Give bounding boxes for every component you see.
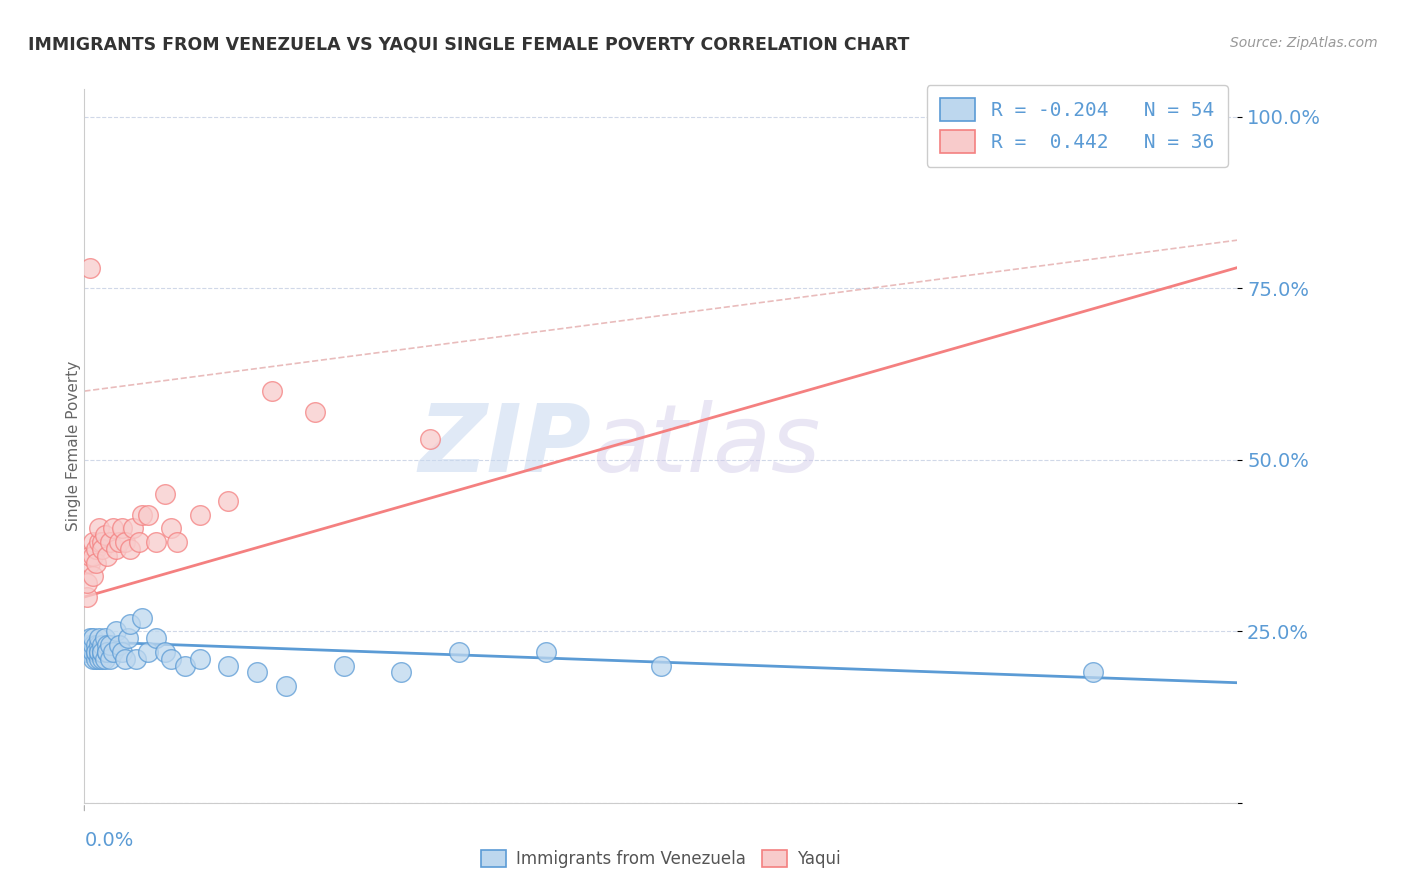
Point (79, 631, 101, 645)
Point (98, 638, 121, 652)
Point (98, 651, 121, 665)
Point (93, 651, 115, 665)
Point (93, 631, 115, 645)
Point (84, 638, 107, 652)
Point (276, 679, 298, 693)
Point (90, 535, 112, 549)
Point (160, 651, 183, 665)
Point (120, 541, 142, 556)
Point (82, 535, 104, 549)
Point (82, 631, 104, 645)
Point (84, 541, 107, 556)
Point (79, 556, 101, 570)
Point (82, 638, 104, 652)
Point (114, 535, 136, 549)
Point (117, 631, 139, 645)
Point (84, 556, 107, 570)
Point (188, 651, 211, 665)
Point (84, 651, 107, 665)
Point (260, 384, 283, 398)
Point (1083, 665, 1105, 680)
Point (136, 645, 159, 659)
Point (246, 665, 269, 680)
Point (96, 549, 118, 563)
Point (96, 645, 118, 659)
Point (114, 651, 136, 665)
Point (90, 645, 112, 659)
Point (153, 645, 176, 659)
Point (103, 521, 124, 535)
Text: IMMIGRANTS FROM VENEZUELA VS YAQUI SINGLE FEMALE POVERTY CORRELATION CHART: IMMIGRANTS FROM VENEZUELA VS YAQUI SINGL… (28, 36, 910, 54)
Text: Source: ZipAtlas.com: Source: ZipAtlas.com (1230, 36, 1378, 50)
Point (111, 521, 134, 535)
Text: atlas: atlas (592, 401, 820, 491)
Point (82, 651, 104, 665)
Point (122, 521, 145, 535)
Point (218, 494, 240, 508)
Point (105, 624, 128, 639)
Point (87, 645, 110, 659)
Point (218, 658, 240, 673)
Point (76, 576, 98, 591)
Y-axis label: Single Female Poverty: Single Female Poverty (66, 361, 80, 531)
Text: ZIP: ZIP (419, 400, 592, 492)
Point (145, 535, 167, 549)
Point (650, 658, 672, 673)
Point (76, 645, 98, 659)
Point (153, 487, 176, 501)
Point (108, 535, 131, 549)
Point (87, 651, 110, 665)
Point (128, 535, 150, 549)
Point (90, 651, 112, 665)
Point (188, 508, 211, 522)
Point (120, 617, 142, 632)
Point (174, 658, 197, 673)
Point (82, 645, 104, 659)
Point (82, 569, 104, 583)
Point (79, 638, 101, 652)
Point (87, 535, 110, 549)
Point (87, 521, 110, 535)
Point (76, 638, 98, 652)
Point (90, 645, 112, 659)
Point (96, 645, 118, 659)
Point (449, 645, 471, 659)
Point (76, 645, 98, 659)
Text: 0.0%: 0.0% (84, 831, 134, 850)
Point (534, 645, 557, 659)
Point (145, 631, 167, 645)
Point (84, 645, 107, 659)
Point (419, 432, 441, 446)
Point (304, 405, 326, 419)
Point (108, 638, 131, 652)
Point (131, 610, 153, 624)
Point (98, 535, 121, 549)
Point (79, 645, 101, 659)
Point (333, 658, 356, 673)
Point (84, 645, 107, 659)
Point (82, 549, 104, 563)
Point (131, 508, 153, 522)
Point (87, 631, 110, 645)
Point (90, 638, 112, 652)
Point (96, 638, 118, 652)
Point (103, 645, 124, 659)
Point (76, 590, 98, 604)
Point (160, 521, 183, 535)
Point (87, 638, 110, 652)
Point (391, 665, 413, 680)
Point (87, 645, 110, 659)
Point (90, 541, 112, 556)
Legend: R = -0.204   N = 54, R =  0.442   N = 36: R = -0.204 N = 54, R = 0.442 N = 36 (927, 85, 1227, 167)
Point (166, 535, 188, 549)
Point (125, 651, 148, 665)
Point (93, 528, 115, 542)
Point (111, 645, 134, 659)
Point (136, 508, 159, 522)
Legend: Immigrants from Venezuela, Yaqui: Immigrants from Venezuela, Yaqui (474, 843, 848, 875)
Point (79, 549, 101, 563)
Point (79, 260, 101, 275)
Point (105, 541, 128, 556)
